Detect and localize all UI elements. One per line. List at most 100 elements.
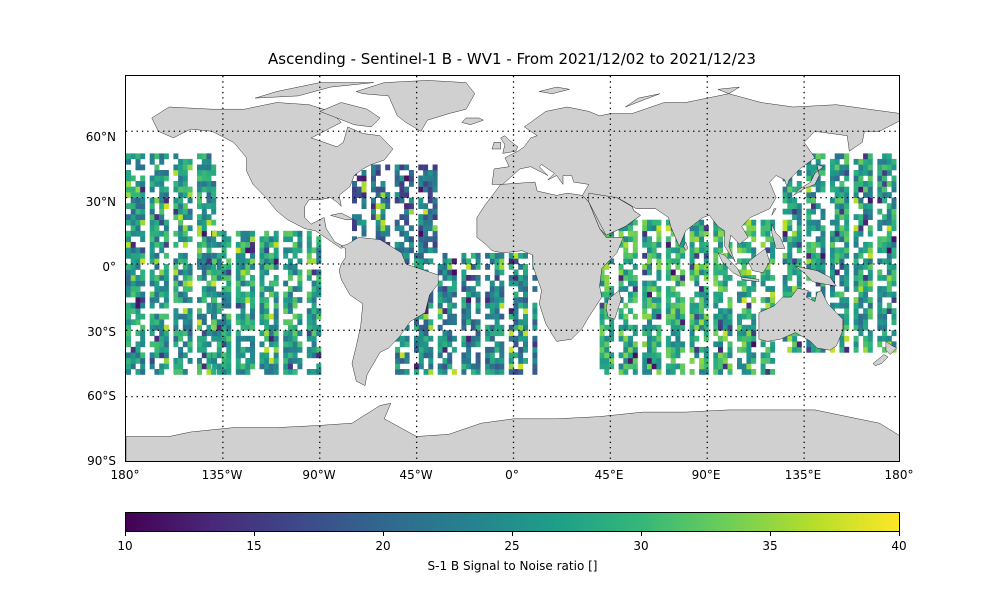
snr-cell — [135, 214, 141, 220]
snr-cell — [394, 170, 400, 176]
snr-cell — [283, 352, 289, 359]
snr-cell — [787, 219, 793, 226]
snr-cell — [451, 369, 457, 375]
snr-cell — [178, 181, 184, 187]
snr-cell — [264, 302, 270, 309]
snr-cell — [882, 291, 888, 298]
snr-cell — [287, 324, 293, 331]
snr-cell — [418, 230, 424, 237]
snr-cell — [699, 225, 705, 232]
snr-cell — [820, 225, 826, 232]
snr-cell — [159, 203, 165, 209]
snr-cell — [770, 346, 776, 353]
snr-cell — [461, 363, 467, 370]
snr-cell — [423, 369, 429, 375]
snr-cell — [264, 247, 270, 254]
snr-cell — [250, 275, 255, 281]
snr-cell — [173, 258, 179, 265]
snr-cell — [485, 291, 491, 298]
snr-cell — [642, 225, 648, 232]
snr-cell — [718, 291, 723, 298]
snr-cell — [197, 363, 202, 370]
snr-cell — [642, 302, 648, 309]
snr-cell — [240, 346, 246, 353]
snr-cell — [154, 170, 160, 176]
land-philippines — [771, 224, 786, 249]
snr-cell — [523, 275, 528, 281]
snr-cell — [670, 341, 676, 348]
snr-cell — [316, 352, 322, 359]
snr-cell — [670, 291, 676, 298]
snr-cell — [858, 158, 864, 165]
snr-cell — [201, 219, 207, 226]
snr-cell — [675, 319, 681, 326]
snr-cell — [806, 197, 812, 204]
snr-cell — [461, 258, 467, 265]
snr-cell — [485, 369, 491, 375]
snr-cell — [737, 363, 742, 370]
snr-cell — [197, 214, 202, 220]
snr-cell — [815, 219, 821, 226]
snr-cell — [316, 291, 322, 298]
snr-cell — [867, 158, 873, 165]
snr-cell — [221, 252, 227, 259]
snr-cell — [395, 346, 401, 353]
snr-cell — [451, 286, 457, 292]
snr-cell — [149, 363, 155, 370]
snr-cell — [796, 269, 802, 276]
snr-cell — [287, 308, 293, 314]
snr-cell — [211, 181, 217, 187]
snr-cell — [508, 258, 514, 265]
snr-cell — [853, 170, 859, 176]
snr-cell — [408, 241, 414, 248]
snr-cell — [741, 269, 747, 276]
snr-cell — [811, 241, 816, 248]
snr-cell — [428, 297, 434, 303]
snr-cell — [245, 264, 251, 270]
snr-cell — [306, 241, 312, 248]
snr-cell — [609, 291, 615, 298]
snr-cell — [642, 313, 648, 320]
snr-cell — [149, 214, 155, 220]
snr-cell — [352, 236, 357, 243]
snr-cell — [206, 247, 212, 254]
snr-cell — [428, 358, 434, 364]
snr-cell — [665, 291, 671, 298]
snr-cell — [713, 369, 719, 375]
snr-cell — [163, 264, 169, 270]
snr-cell — [722, 363, 728, 370]
snr-cell — [670, 313, 676, 320]
snr-cell — [159, 247, 165, 254]
snr-cell — [713, 358, 719, 364]
snr-cell — [599, 330, 605, 337]
snr-cell — [722, 264, 728, 270]
snr-cell — [187, 186, 193, 193]
snr-cell — [130, 302, 136, 309]
snr-cell — [211, 170, 217, 176]
snr-cell — [159, 313, 165, 320]
snr-cell — [670, 308, 676, 314]
snr-cell — [853, 335, 859, 342]
snr-cell — [694, 302, 700, 309]
snr-cell — [140, 352, 146, 359]
snr-cell — [737, 324, 742, 331]
snr-cell — [287, 269, 293, 276]
snr-cell — [670, 346, 676, 353]
snr-cell — [811, 170, 816, 176]
snr-cell — [414, 258, 419, 265]
snr-cell — [235, 313, 241, 320]
snr-cell — [442, 258, 448, 265]
snr-cell — [532, 313, 538, 320]
snr-cell — [760, 341, 766, 348]
snr-cell — [356, 219, 362, 226]
snr-cell — [399, 352, 405, 359]
snr-cell — [437, 352, 443, 359]
snr-cell — [447, 297, 453, 303]
snr-cell — [689, 269, 695, 276]
snr-cell — [694, 280, 700, 287]
snr-cell — [221, 241, 227, 248]
snr-cell — [796, 341, 802, 348]
snr-cell — [647, 346, 652, 353]
snr-cell — [259, 264, 265, 270]
snr-cell — [651, 341, 657, 348]
